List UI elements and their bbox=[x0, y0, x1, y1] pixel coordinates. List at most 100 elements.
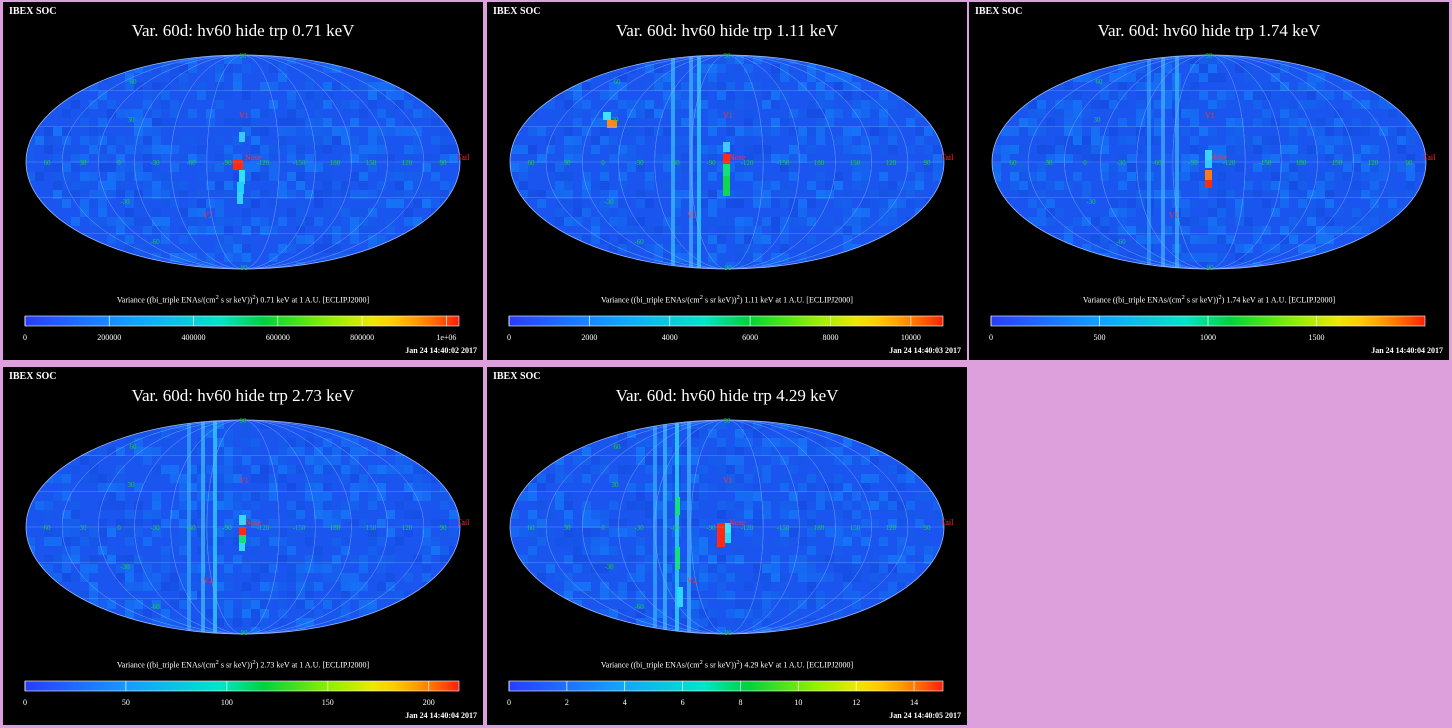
lat-label: 60 bbox=[130, 78, 138, 86]
mollweide-map: 60 30 -30 -60 -90 90 60 30 0 -30 -60 -90 -120 -150 180… bbox=[507, 52, 954, 342]
brand-label: IBEX SOC bbox=[493, 6, 541, 17]
colorbar-tick-label: 4000 bbox=[662, 333, 678, 342]
lon-label: -60 bbox=[670, 159, 680, 167]
lon-label: 60 bbox=[528, 524, 536, 532]
lat-label: -30 bbox=[604, 563, 614, 571]
nose-marker: Nose bbox=[245, 518, 262, 527]
lat-label: 30 bbox=[128, 481, 136, 489]
lon-label: -90 bbox=[222, 524, 232, 532]
colorbar-tick-label: 50 bbox=[122, 698, 130, 707]
brand-label: IBEX SOC bbox=[9, 6, 57, 17]
lat-label: -90 bbox=[722, 264, 732, 272]
lon-label: 60 bbox=[1010, 159, 1018, 167]
sky-map-panel-4.29kev: 60 30 -30 -60 -90 90 60 30 0 -30 -60 -90 -120 -150 180… bbox=[487, 367, 967, 725]
lat-label: -30 bbox=[120, 198, 130, 206]
colorbar-tick-label: 10 bbox=[794, 698, 802, 707]
lon-label: 120 bbox=[886, 524, 897, 532]
lat-label: -60 bbox=[150, 238, 160, 246]
tail-marker: Tail bbox=[457, 153, 470, 162]
lon-label: 180 bbox=[814, 524, 825, 532]
colorbar-tick-label: 1000 bbox=[1200, 333, 1216, 342]
lon-label: 90 bbox=[440, 524, 448, 532]
tail-marker: Tail bbox=[457, 518, 470, 527]
nose-marker: Nose bbox=[729, 153, 746, 162]
lon-label: 60 bbox=[44, 524, 52, 532]
mollweide-map: 60 30 -30 -60 -90 90 60 30 0 -30 -60 -90 -120 -150 180… bbox=[23, 417, 470, 707]
lon-label: 0 bbox=[601, 159, 605, 167]
colorbar-tick-label: 1e+06 bbox=[436, 333, 456, 342]
lat-label: 60 bbox=[130, 443, 138, 451]
lon-label: -60 bbox=[186, 524, 196, 532]
lon-label: 180 bbox=[330, 159, 341, 167]
v1-marker: V1 bbox=[723, 111, 733, 120]
nose-marker: Nose bbox=[245, 153, 262, 162]
lon-label: -120 bbox=[1223, 159, 1236, 167]
lon-label: 0 bbox=[601, 524, 605, 532]
brand-label: IBEX SOC bbox=[493, 371, 541, 382]
timestamp: Jan 24 14:40:04 2017 bbox=[1371, 346, 1443, 355]
lon-label: -150 bbox=[1259, 159, 1272, 167]
lon-label: 30 bbox=[564, 159, 572, 167]
lon-label: -90 bbox=[706, 524, 716, 532]
colorbar-tick-label: 6 bbox=[681, 698, 685, 707]
colorbar-tick-label: 0 bbox=[23, 333, 27, 342]
lat-label: 90 bbox=[1206, 52, 1214, 60]
lon-label: -30 bbox=[634, 159, 644, 167]
colorbar-tick-label: 400000 bbox=[182, 333, 206, 342]
nose-marker: Nose bbox=[729, 518, 746, 527]
lat-label: 30 bbox=[1094, 116, 1102, 124]
lon-label: -30 bbox=[150, 524, 160, 532]
panel-title: Var. 60d: hv60 hide trp 0.71 keV bbox=[131, 21, 355, 40]
lat-label: 60 bbox=[614, 443, 622, 451]
lat-label: -90 bbox=[238, 264, 248, 272]
lon-label: 120 bbox=[1368, 159, 1379, 167]
v2-marker: V2 bbox=[687, 576, 697, 585]
lon-label: 0 bbox=[117, 159, 121, 167]
lat-label: -90 bbox=[1204, 264, 1214, 272]
lat-label: 90 bbox=[240, 417, 248, 425]
lat-label: -90 bbox=[238, 629, 248, 637]
sky-map-panel-1.74kev: 60 30 -30 -60 -90 90 60 30 0 -30 -60 -90 -120 -150 180… bbox=[969, 2, 1449, 360]
mollweide-map: 60 30 -30 -60 -90 90 60 30 0 -30 -60 -90 -120 -150 180… bbox=[989, 52, 1436, 342]
colorbar-tick-label: 0 bbox=[989, 333, 993, 342]
colorbar-tick-label: 150 bbox=[322, 698, 334, 707]
colorbar bbox=[508, 680, 944, 692]
colorbar-tick-label: 2 bbox=[565, 698, 569, 707]
lat-label: -30 bbox=[1086, 198, 1096, 206]
lat-label: 90 bbox=[724, 52, 732, 60]
lon-label: 30 bbox=[564, 524, 572, 532]
colorbar-tick-label: 200 bbox=[423, 698, 435, 707]
lon-label: -90 bbox=[1188, 159, 1198, 167]
v2-marker: V2 bbox=[203, 211, 213, 220]
sky-pixels bbox=[26, 55, 460, 269]
brand-label: IBEX SOC bbox=[975, 6, 1023, 17]
lat-label: 30 bbox=[612, 481, 620, 489]
brand-label: IBEX SOC bbox=[9, 371, 57, 382]
timestamp: Jan 24 14:40:02 2017 bbox=[405, 346, 477, 355]
v1-marker: V1 bbox=[723, 476, 733, 485]
colorbar bbox=[24, 680, 460, 692]
timestamp: Jan 24 14:40:03 2017 bbox=[889, 346, 961, 355]
lon-label: 30 bbox=[80, 159, 88, 167]
v2-marker: V2 bbox=[1169, 211, 1179, 220]
timestamp: Jan 24 14:40:04 2017 bbox=[405, 711, 477, 720]
lon-label: 90 bbox=[440, 159, 448, 167]
colorbar-tick-label: 14 bbox=[910, 698, 918, 707]
lat-label: 30 bbox=[128, 116, 136, 124]
lon-label: -120 bbox=[257, 524, 270, 532]
colorbar-tick-label: 1500 bbox=[1309, 333, 1325, 342]
timestamp: Jan 24 14:40:05 2017 bbox=[889, 711, 961, 720]
lon-label: -30 bbox=[1116, 159, 1126, 167]
lon-label: -150 bbox=[777, 524, 790, 532]
colorbar-label: Variance ((bi_triple ENAs/(cm2 s sr keV)… bbox=[601, 294, 853, 305]
colorbar-tick-label: 0 bbox=[23, 698, 27, 707]
lon-label: 60 bbox=[44, 159, 52, 167]
colorbar-tick-label: 6000 bbox=[742, 333, 758, 342]
v1-marker: V1 bbox=[239, 476, 249, 485]
lon-label: -30 bbox=[634, 524, 644, 532]
lon-label: 120 bbox=[402, 159, 413, 167]
tail-marker: Tail bbox=[941, 518, 954, 527]
lon-label: -120 bbox=[257, 159, 270, 167]
panel-title: Var. 60d: hv60 hide trp 1.74 keV bbox=[1097, 21, 1321, 40]
lon-label: -90 bbox=[706, 159, 716, 167]
